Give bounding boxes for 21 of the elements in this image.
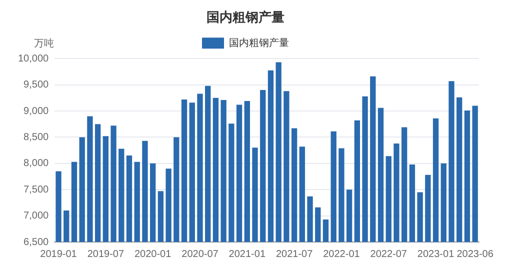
y-tick-label: 7,000 xyxy=(24,210,50,222)
y-tick-label: 6,500 xyxy=(24,236,50,248)
chart-title: 国内粗钢产量 xyxy=(206,9,284,24)
y-tick-label: 8,000 xyxy=(24,158,50,170)
y-tick-label: 9,000 xyxy=(24,106,50,117)
x-tick-label: 2023-06 xyxy=(456,248,494,260)
x-tick-label: 2023-01 xyxy=(417,248,455,260)
y-tick-label: 9,500 xyxy=(24,80,50,91)
x-tick-label: 2022-01 xyxy=(323,248,360,260)
y-tick-label: 8,500 xyxy=(24,132,50,143)
x-tick-label: 2021-07 xyxy=(276,248,314,260)
x-tick-label: 2020-07 xyxy=(182,248,219,260)
x-tick-label: 2022-07 xyxy=(370,248,408,260)
x-tick-label: 2019-01 xyxy=(40,248,78,260)
x-tick-label: 2020-01 xyxy=(134,248,172,260)
legend-label: 国内粗钢产量 xyxy=(229,36,289,49)
y-axis-title: 万吨 xyxy=(34,37,54,50)
y-tick-label: 7,500 xyxy=(24,184,50,196)
y-tick-label: 10,000 xyxy=(18,53,50,64)
x-tick-label: 2021-01 xyxy=(228,248,266,260)
x-tick-label: 2019-07 xyxy=(87,248,124,260)
